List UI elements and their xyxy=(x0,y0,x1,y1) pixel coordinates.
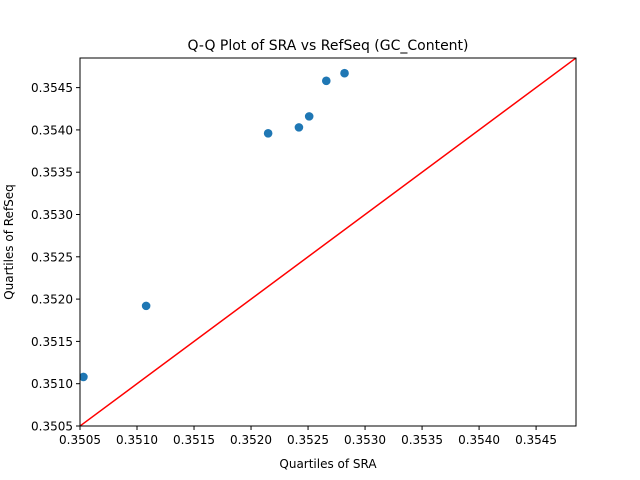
data-point xyxy=(80,372,88,382)
y-tick-label: 0.3535 xyxy=(31,166,73,180)
x-axis-ticks: 0.3505 0.3510 0.3515 0.3520 0.3525 0.3530 0.35… xyxy=(59,426,557,447)
data-point xyxy=(340,68,349,78)
series-layer xyxy=(80,58,576,426)
data-point xyxy=(321,76,331,86)
y-tick-label: 0.3515 xyxy=(31,335,73,349)
y-tick-label: 0.3505 xyxy=(31,420,73,434)
x-tick-label: 0.3520 xyxy=(230,433,272,447)
y-tick-label: 0.3510 xyxy=(31,377,73,391)
data-point xyxy=(263,128,273,138)
x-tick-label: 0.3515 xyxy=(173,433,215,447)
chart-title: Q-Q Plot of SRA vs RefSeq (GC_Content) xyxy=(187,38,468,54)
data-point xyxy=(304,112,314,121)
axes-frame xyxy=(79,57,577,427)
x-tick-label: 0.3525 xyxy=(287,433,329,447)
x-tick-label: 0.3535 xyxy=(401,433,443,447)
y-tick-label: 0.3525 xyxy=(31,250,73,264)
x-tick-label: 0.3545 xyxy=(515,433,557,447)
y-tick-label: 0.3530 xyxy=(31,208,73,222)
data-point xyxy=(294,123,304,132)
plot-area xyxy=(79,57,577,427)
y-tick-label: 0.3520 xyxy=(31,293,73,307)
reference-line xyxy=(80,58,576,426)
y-axis-ticks: 0.3505 0.3510 0.3515 0.3520 0.3525 0.3530 0.35… xyxy=(31,81,80,434)
x-axis-label: Quartiles of SRA xyxy=(279,457,377,471)
y-tick-label: 0.3540 xyxy=(31,123,73,137)
y-tick-label: 0.3545 xyxy=(31,81,73,95)
x-tick-label: 0.3505 xyxy=(59,433,101,447)
x-tick-label: 0.3540 xyxy=(458,433,500,447)
y-axis-label: Quartiles of RefSeq xyxy=(2,184,16,300)
data-point xyxy=(141,301,151,311)
x-tick-label: 0.3510 xyxy=(116,433,158,447)
x-tick-label: 0.3530 xyxy=(344,433,386,447)
